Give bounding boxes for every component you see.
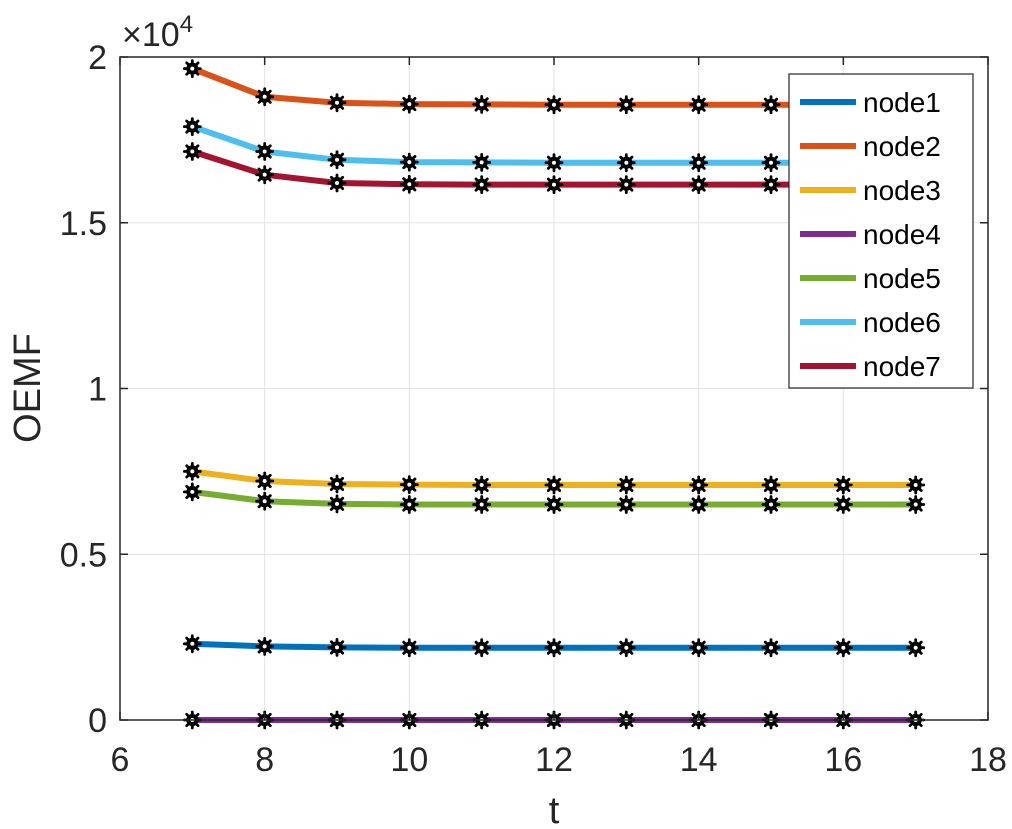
- x-tick-label: 16: [824, 741, 862, 779]
- data-point: [761, 495, 781, 514]
- data-point: [472, 152, 492, 172]
- data-point: [182, 59, 202, 78]
- data-point: [689, 95, 709, 115]
- data-point: [399, 174, 419, 194]
- data-point: [327, 93, 347, 113]
- data-point: [544, 475, 564, 495]
- data-point: [689, 495, 709, 514]
- legend-item-node7: node7: [800, 351, 941, 382]
- legend-item-node2: node2: [800, 131, 941, 162]
- legend-label: node7: [863, 351, 941, 382]
- x-tick-label: 8: [255, 741, 274, 779]
- data-point: [616, 153, 636, 173]
- data-point: [399, 152, 419, 172]
- y-tick-label: 1.5: [60, 205, 107, 243]
- legend-label: node4: [863, 219, 941, 250]
- x-tick-label: 18: [969, 741, 1007, 779]
- data-point: [689, 475, 709, 495]
- data-point: [616, 175, 636, 195]
- data-point: [182, 461, 202, 481]
- data-point: [472, 95, 492, 114]
- y-axis-label: OEMF: [7, 333, 49, 443]
- y-tick-label: 2: [88, 39, 107, 77]
- series-node5: [182, 482, 926, 514]
- data-point: [399, 94, 419, 114]
- data-point: [761, 153, 781, 173]
- x-tick-label: 6: [111, 741, 130, 779]
- data-point: [327, 474, 347, 494]
- data-point: [544, 153, 564, 173]
- x-tick-label: 14: [680, 741, 718, 779]
- legend-item-node4: node4: [800, 219, 941, 250]
- series-node1: [182, 634, 926, 658]
- series-node3: [182, 461, 926, 495]
- data-point: [255, 637, 275, 656]
- data-point: [761, 95, 781, 115]
- data-point: [761, 638, 781, 658]
- legend: node1 node2 node3 node4 node5 node6 node7: [788, 73, 974, 389]
- data-point: [906, 638, 926, 658]
- x-tick-label: 12: [535, 741, 573, 779]
- ticks: 6 8 10 12 14 16 18 0 0.5 1 1.5 2: [60, 39, 1007, 779]
- data-point: [327, 150, 347, 170]
- data-point: [833, 475, 853, 495]
- y-scale-exponent: 4: [180, 11, 193, 38]
- legend-item-node5: node5: [800, 263, 941, 294]
- data-point: [472, 638, 492, 658]
- y-scale-multiplier: ×104: [122, 11, 193, 54]
- data-point: [689, 175, 709, 195]
- data-point: [399, 475, 419, 495]
- data-point: [616, 475, 636, 495]
- data-point: [906, 495, 926, 514]
- data-point: [544, 95, 564, 115]
- data-point: [689, 638, 709, 658]
- y-tick-label: 0.5: [60, 536, 107, 574]
- legend-item-node6: node6: [800, 307, 941, 338]
- data-point: [761, 175, 781, 195]
- data-point: [399, 495, 419, 514]
- data-point: [544, 638, 564, 658]
- data-point: [255, 471, 275, 491]
- data-point: [182, 634, 202, 654]
- x-axis-label: t: [549, 790, 560, 829]
- data-point: [255, 165, 275, 185]
- x-tick-label: 10: [390, 741, 428, 779]
- legend-item-node1: node1: [800, 87, 941, 118]
- data-point: [689, 153, 709, 173]
- data-point: [544, 175, 564, 195]
- legend-label: node5: [863, 263, 941, 294]
- data-point: [616, 638, 636, 658]
- legend-label: node1: [863, 87, 941, 118]
- data-point: [761, 475, 781, 495]
- data-point: [255, 87, 275, 107]
- legend-item-node3: node3: [800, 175, 941, 206]
- y-tick-label: 1: [88, 371, 107, 409]
- data-point: [472, 495, 492, 514]
- data-point: [182, 482, 202, 502]
- legend-label: node2: [863, 131, 941, 162]
- data-point: [472, 175, 492, 195]
- data-point: [327, 638, 347, 657]
- data-point: [616, 95, 636, 115]
- data-point: [182, 117, 202, 137]
- data-point: [833, 495, 853, 514]
- data-point: [616, 495, 636, 514]
- data-point: [833, 638, 853, 658]
- data-point: [255, 142, 275, 161]
- data-point: [327, 494, 347, 514]
- legend-label: node3: [863, 175, 941, 206]
- y-scale-base: ×10: [122, 16, 180, 54]
- data-point: [255, 491, 275, 511]
- data-point: [399, 638, 419, 658]
- y-tick-label: 0: [88, 702, 107, 740]
- data-point: [906, 475, 926, 495]
- data-point: [182, 142, 202, 161]
- data-point: [472, 475, 492, 495]
- legend-label: node6: [863, 307, 941, 338]
- data-point: [544, 495, 564, 514]
- data-point: [327, 173, 347, 193]
